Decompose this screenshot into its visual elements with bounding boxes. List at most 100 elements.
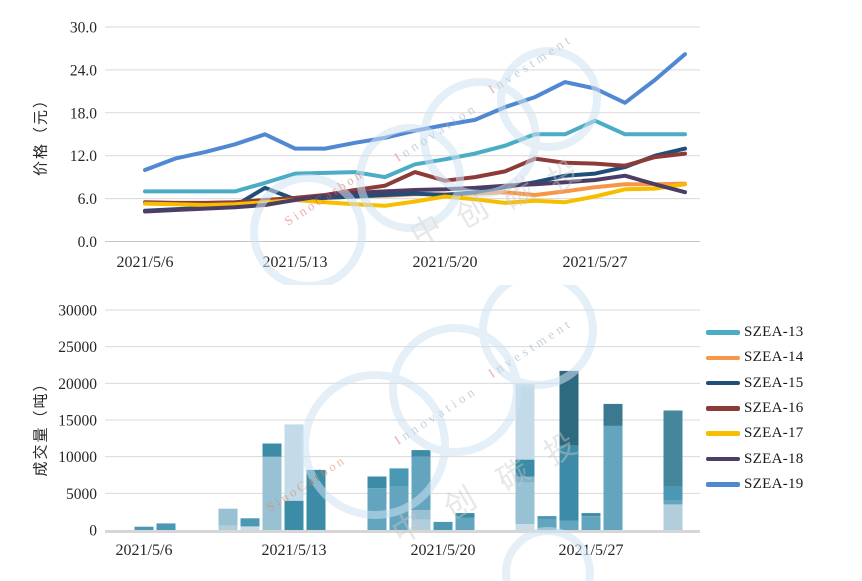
bar-segment-SZEA-15线上成交 <box>262 456 282 530</box>
bar-segment-SZEA-15线下成交 <box>284 424 304 501</box>
bar-segment-SZEA-14线上成交 <box>411 519 431 530</box>
bar-segment-SZEA-15线下成交 <box>515 384 535 460</box>
legend-line-swatch <box>706 330 740 335</box>
legend-line-swatch <box>706 431 740 436</box>
x-tick-label: 2021/5/13 <box>263 254 328 271</box>
bar-segment-SZEA-17线下成交 <box>603 403 623 426</box>
legend-item-SZEA-14: SZEA-14 <box>706 349 804 366</box>
bar-segment-SZEA-19线上成交 <box>284 500 304 530</box>
y-tick-label: 5000 <box>66 486 97 503</box>
legend-label: SZEA-15 <box>744 374 804 391</box>
bar-segment-SZEA-15线上成交 <box>515 482 535 525</box>
y-tick-label: 25000 <box>58 339 97 356</box>
legend-item-SZEA-18: SZEA-18 <box>706 451 804 468</box>
watermark-cn-char: 创 <box>438 480 482 526</box>
x-tick-label: 2021/5/6 <box>116 542 173 559</box>
legend-item-SZEA-17: SZEA-17 <box>706 425 804 442</box>
x-tick-label: 2021/5/27 <box>559 542 624 559</box>
bar-segment-SZEA-19线上成交 <box>515 459 535 477</box>
watermark-ring <box>389 324 521 456</box>
legend-line-swatch <box>706 355 740 361</box>
x-tick-label: 2021/5/20 <box>413 254 478 271</box>
bar-segment-SZEA-16线下成交 <box>663 410 683 486</box>
bar-segment-SZEA-18线上成交 <box>240 518 260 527</box>
x-tick-label: 2021/5/27 <box>563 254 628 271</box>
y-tick-label: 12.0 <box>70 148 97 165</box>
watermark-ring <box>301 371 449 519</box>
volume-y-axis-title: 成交量（吨） <box>33 374 50 477</box>
legend-label: SZEA-14 <box>744 349 804 366</box>
bar-segment-SZEA-18线上成交 <box>537 516 557 519</box>
legend-label: SZEA-16 <box>744 399 804 416</box>
price-plot-area: 0.0 6.0 12.0 18.0 24.0 30.0 2021/5/6 2021/5/13 2… <box>70 20 700 290</box>
legend-item-SZEA-15: SZEA-15 <box>706 375 804 392</box>
watermark-ring <box>497 47 601 151</box>
legend-line-swatch <box>706 456 740 462</box>
y-tick-label: 24.0 <box>70 62 97 79</box>
bar-segment-SZEA-17线上成交 <box>581 516 601 530</box>
watermark-ring <box>356 124 464 232</box>
watermark-cn-char: 碳 <box>496 171 540 217</box>
legend-item-SZEA-13: SZEA-13 <box>706 324 804 341</box>
bar-segment-SZEA-19线上成交 <box>581 513 601 516</box>
line-series-SZEA-16 <box>143 151 687 205</box>
bar-segment-SZEA-17线上成交 <box>537 519 557 530</box>
legend-label: SZEA-18 <box>744 450 804 467</box>
x-tick-label: 2021/5/13 <box>262 542 327 559</box>
line-series-SZEA-17 <box>143 182 687 208</box>
bar-segment-SZEA-19线上成交 <box>411 450 431 457</box>
watermark-ring <box>502 527 594 581</box>
bar-segment-SZEA-14线上成交 <box>663 504 683 530</box>
bar-segment-SZEA-19线上成交 <box>367 476 387 489</box>
bar-segment-SZEA-15线上成交 <box>218 508 238 526</box>
bar-segment-SZEA-19线上成交 <box>455 513 475 518</box>
x-tick-label: 2021/5/20 <box>411 542 476 559</box>
bar-segment-SZEA-15线上成交 <box>411 510 431 520</box>
price-y-axis-title: 价格（元） <box>33 91 50 177</box>
watermark-ring <box>420 78 540 198</box>
bar-segment-SZEA-18线下成交 <box>559 370 579 446</box>
watermark: SinoCarbonInnovationInvestment中创碳投 <box>250 31 601 290</box>
legend-item-SZEA-16: SZEA-16 <box>706 400 804 417</box>
legend-line-swatch <box>706 406 740 411</box>
legend-line-swatch <box>706 482 740 487</box>
bar-segment-SZEA-13线上成交 <box>240 526 260 530</box>
bar-segment-SZEA-17线上成交 <box>663 500 683 505</box>
y-tick-label: 18.0 <box>70 105 97 122</box>
bar-segment-SZEA-17线上成交 <box>455 517 475 530</box>
watermark-word: Innovation <box>391 382 480 447</box>
y-tick-label: 20000 <box>58 376 97 393</box>
bar-segment-SZEA-13线上成交 <box>515 524 535 530</box>
bar-segment-SZEA-17线上成交 <box>559 520 579 530</box>
y-tick-label: 0 <box>89 523 97 540</box>
price-line-chart: 价格（元） 0.0 6.0 12.0 18.0 24.0 30.0 2021/5/6 2021… <box>0 0 862 492</box>
bar-segment-SZEA-18线上成交 <box>663 486 683 501</box>
bar-segment-SZEA-19线上成交 <box>262 443 282 457</box>
x-tick-label: 2021/5/6 <box>117 254 174 271</box>
bar-segment-SZEA-17线上成交 <box>367 488 387 530</box>
bar-segment-SZEA-18线上成交 <box>134 526 154 530</box>
bar-segment-SZEA-18线上成交 <box>433 521 453 530</box>
y-tick-label: 0.0 <box>78 234 98 251</box>
watermark-word: Investment <box>485 31 575 97</box>
legend-label: SZEA-19 <box>744 475 804 492</box>
volume-bar-chart: 成交量（吨） 0 5000 10000 15000 20000 25000 30000 202… <box>0 271 862 581</box>
legend-label: SZEA-13 <box>744 324 804 340</box>
y-tick-label: 30.0 <box>70 20 97 37</box>
legend-label: SZEA-17 <box>744 425 804 442</box>
y-tick-label: 15000 <box>58 413 97 430</box>
y-tick-label: 30000 <box>58 303 97 320</box>
y-tick-label: 6.0 <box>78 191 98 208</box>
legend-line-swatch <box>706 380 740 386</box>
line-series-SZEA-18 <box>143 173 687 214</box>
bar-segment-SZEA-18线上成交 <box>389 468 409 486</box>
volume-plot-area: 0 5000 10000 15000 20000 25000 30000 2021/5/6 20… <box>58 271 700 581</box>
bar-segment-SZEA-18线上成交 <box>156 523 176 530</box>
bar-segment-SZEA-14线上成交 <box>218 525 238 530</box>
bar-segment-SZEA-17线上成交 <box>603 425 623 530</box>
legend-item-SZEA-19: SZEA-19 <box>706 476 804 493</box>
bar-segment-SZEA-16线上成交 <box>515 476 535 483</box>
bar-segment-SZEA-19线上成交 <box>559 445 579 521</box>
